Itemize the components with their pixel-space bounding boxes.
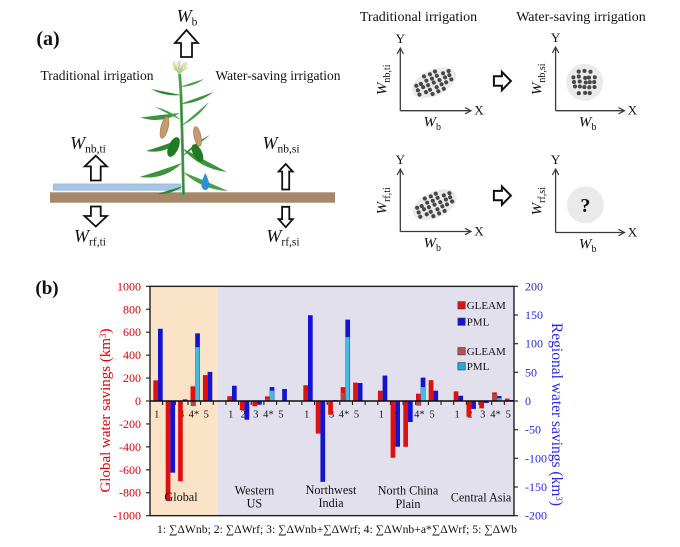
svg-text:X: X [474, 103, 484, 118]
svg-text:-1000: -1000 [113, 509, 141, 523]
svg-text:Traditional irrigation: Traditional irrigation [40, 68, 153, 83]
svg-text:India: India [318, 496, 344, 510]
svg-text:?: ? [580, 195, 590, 217]
svg-text:Wnb,ti: Wnb,ti [374, 64, 393, 95]
svg-text:-100: -100 [525, 451, 547, 465]
svg-text:Plain: Plain [395, 497, 420, 511]
svg-text:5: 5 [204, 410, 209, 421]
svg-text:X: X [628, 103, 638, 118]
svg-text:200: 200 [123, 371, 141, 385]
svg-text:Wb: Wb [579, 115, 597, 134]
svg-text:150: 150 [525, 308, 543, 322]
svg-text:3: 3 [329, 410, 334, 421]
svg-text:4*: 4* [414, 410, 425, 421]
svg-text:Wb: Wb [424, 115, 442, 134]
svg-text:GLEAM: GLEAM [467, 300, 506, 312]
svg-text:Water-saving irrigation: Water-saving irrigation [216, 68, 341, 83]
svg-text:Wrf,ti: Wrf,ti [374, 187, 393, 214]
svg-text:(b): (b) [35, 278, 58, 299]
svg-text:Regional water savings (km3): Regional water savings (km3) [548, 323, 565, 506]
svg-text:1: 1 [228, 410, 233, 421]
svg-text:Wrf,ti: Wrf,ti [74, 226, 106, 249]
svg-text:5: 5 [429, 410, 434, 421]
svg-text:Y: Y [551, 152, 561, 167]
svg-text:Wnb,ti: Wnb,ti [70, 133, 106, 156]
svg-text:3: 3 [253, 410, 258, 421]
svg-text:PML: PML [467, 361, 490, 373]
svg-text:X: X [628, 225, 638, 240]
svg-text:GLEAM: GLEAM [467, 346, 506, 358]
svg-text:4*: 4* [263, 410, 274, 421]
svg-text:Wb: Wb [424, 236, 442, 255]
svg-text:(a): (a) [36, 28, 59, 50]
svg-text:North China: North China [378, 484, 439, 498]
svg-text:4*: 4* [189, 410, 200, 421]
svg-text:800: 800 [123, 302, 141, 316]
svg-text:Wb: Wb [177, 6, 198, 29]
svg-text:Y: Y [551, 30, 561, 45]
svg-text:2: 2 [241, 410, 246, 421]
svg-text:100: 100 [525, 337, 543, 351]
svg-text:3: 3 [480, 410, 485, 421]
svg-text:-150: -150 [525, 480, 547, 494]
svg-text:200: 200 [525, 279, 543, 293]
svg-text:Wb: Wb [579, 237, 597, 256]
svg-text:Y: Y [396, 31, 406, 46]
svg-text:-50: -50 [525, 423, 541, 437]
svg-text:1: ∑ΔWnb; 2: ∑ΔWrf; 3: ∑ΔWnb+∑: 1: ∑ΔWnb; 2: ∑ΔWrf; 3: ∑ΔWnb+∑ΔWrf; 4: ∑… [157, 523, 517, 536]
svg-text:4*: 4* [490, 410, 501, 421]
svg-text:5: 5 [278, 410, 283, 421]
svg-text:5: 5 [506, 410, 511, 421]
svg-text:Global: Global [164, 490, 198, 504]
svg-text:-200: -200 [525, 509, 547, 523]
svg-text:Global water savings (km3): Global water savings (km3) [98, 328, 114, 492]
svg-text:-200: -200 [119, 417, 141, 431]
svg-text:5: 5 [354, 410, 359, 421]
svg-text:Traditional irrigation: Traditional irrigation [360, 10, 477, 25]
svg-text:-400: -400 [119, 440, 141, 454]
svg-text:1: 1 [379, 410, 384, 421]
svg-text:1: 1 [304, 410, 309, 421]
svg-text:PML: PML [467, 317, 490, 329]
svg-text:1000: 1000 [117, 279, 141, 293]
svg-text:X: X [474, 224, 484, 239]
svg-text:1: 1 [454, 410, 459, 421]
svg-text:Western: Western [235, 483, 275, 497]
svg-text:-800: -800 [119, 486, 141, 500]
svg-text:400: 400 [123, 348, 141, 362]
svg-text:4*: 4* [339, 410, 350, 421]
svg-text:Wrf,si: Wrf,si [266, 226, 299, 249]
svg-text:Northwest: Northwest [306, 483, 357, 497]
svg-text:US: US [247, 497, 263, 511]
svg-text:1: 1 [154, 410, 159, 421]
svg-text:600: 600 [123, 325, 141, 339]
svg-text:Wrf,si: Wrf,si [530, 187, 549, 216]
svg-text:-600: -600 [119, 463, 141, 477]
svg-text:Central Asia: Central Asia [451, 490, 512, 504]
svg-text:50: 50 [525, 365, 537, 379]
svg-text:Wnb,si: Wnb,si [262, 133, 299, 156]
svg-text:0: 0 [525, 394, 531, 408]
svg-text:Y: Y [396, 152, 406, 167]
svg-text:Water-saving irrigation: Water-saving irrigation [516, 10, 646, 25]
svg-text:Wnb,si: Wnb,si [530, 63, 549, 95]
svg-text:0: 0 [135, 394, 141, 408]
